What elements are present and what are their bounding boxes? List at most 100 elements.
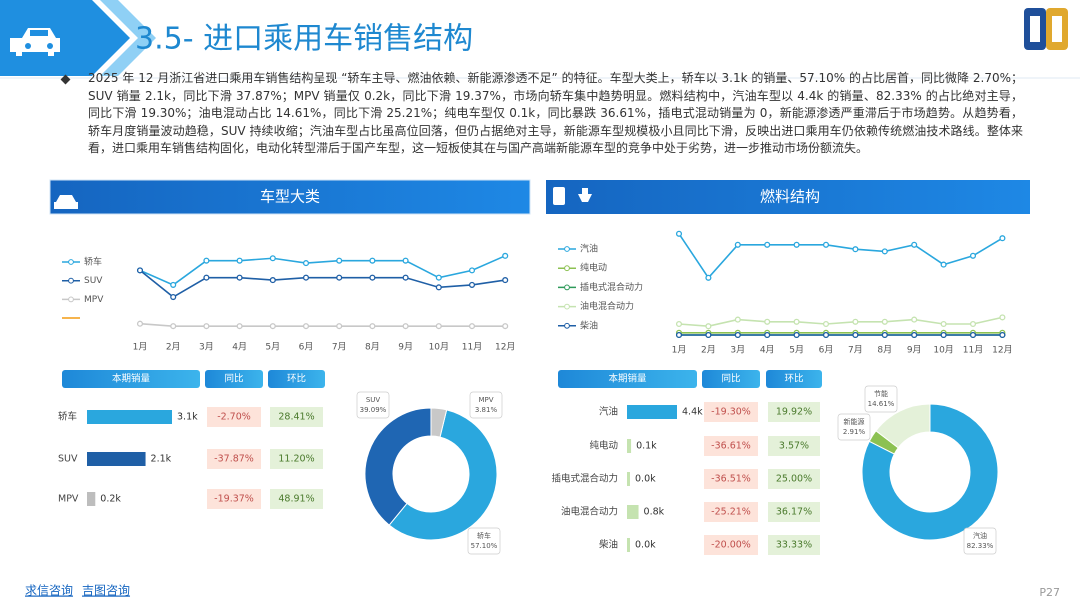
x-tick-label: 8月 xyxy=(877,345,892,356)
slice-category: 节能 xyxy=(874,389,888,398)
legend-label: 插电式混合动力 xyxy=(580,281,643,293)
bar-category: 插电式混合动力 xyxy=(551,473,618,485)
point xyxy=(852,246,859,253)
header-stripe xyxy=(100,0,156,76)
point xyxy=(734,316,741,323)
point xyxy=(402,257,409,264)
point xyxy=(369,323,376,330)
bar-category: MPV xyxy=(58,494,79,505)
bar-category: 油电混合动力 xyxy=(561,506,618,518)
point xyxy=(705,323,712,330)
point xyxy=(675,331,683,339)
table-cell xyxy=(768,436,820,456)
x-tick-label: 4月 xyxy=(232,342,247,353)
footer-link[interactable]: 求信咨询 xyxy=(25,583,73,598)
table-header xyxy=(558,370,697,388)
point xyxy=(336,257,343,264)
table-cell xyxy=(768,402,820,422)
x-tick-label: 9月 xyxy=(398,342,413,353)
slice-label-box xyxy=(356,391,390,419)
x-tick-label: 4月 xyxy=(760,345,775,356)
point xyxy=(170,323,177,330)
x-tick-label: 3月 xyxy=(199,342,214,353)
point xyxy=(236,323,243,330)
table-cell-text: -36.61% xyxy=(711,441,751,452)
table-header-label: 同比 xyxy=(224,373,243,385)
series-line xyxy=(678,316,1003,328)
slice-category: 新能源 xyxy=(844,417,865,426)
table-cell xyxy=(768,469,820,489)
table-header xyxy=(268,370,325,388)
point xyxy=(136,320,144,327)
point xyxy=(881,248,888,255)
legend-marker xyxy=(68,259,74,265)
legend-marker xyxy=(564,265,570,272)
table-cell-text: -2.70% xyxy=(217,412,251,423)
point xyxy=(269,255,276,262)
bar xyxy=(627,538,630,552)
x-tick-label: 6月 xyxy=(819,345,834,356)
slice-value-label: 2.91% xyxy=(843,428,866,436)
bar-value-label: 4.4k xyxy=(682,407,703,418)
table-header xyxy=(766,370,822,388)
point xyxy=(999,235,1006,242)
series-line xyxy=(678,233,1003,280)
point xyxy=(203,323,210,330)
bar-value-label: 0.8k xyxy=(644,507,665,518)
table-cell-text: 25.00% xyxy=(776,474,812,485)
point xyxy=(468,267,476,274)
table-cell xyxy=(768,502,820,522)
point xyxy=(675,230,683,237)
table-cell-text: 48.91% xyxy=(278,494,314,505)
bar-category: SUV xyxy=(58,454,78,465)
table-header xyxy=(62,370,200,388)
table-header-label: 同比 xyxy=(721,373,740,385)
point xyxy=(940,331,947,339)
intro-text: 2025 年 12 月浙江省进口乘用车销售结构呈现 “轿车主导、燃油依赖、新能源… xyxy=(88,71,1023,155)
point xyxy=(793,331,800,339)
point xyxy=(969,320,977,328)
footer-link[interactable]: 吉图咨询 xyxy=(82,583,130,598)
page-number: P27 xyxy=(1039,586,1060,599)
point xyxy=(502,323,509,330)
x-tick-label: 7月 xyxy=(848,345,863,356)
point xyxy=(764,331,771,339)
table-cell xyxy=(704,436,758,456)
table-cell xyxy=(704,402,758,422)
donut-slice xyxy=(430,407,448,438)
x-tick-label: 5月 xyxy=(789,345,804,356)
point xyxy=(402,323,409,330)
point xyxy=(764,241,771,248)
donut-slice xyxy=(364,407,432,526)
bar xyxy=(627,472,630,486)
point xyxy=(336,274,343,281)
slice-label-box xyxy=(963,527,997,555)
legend-label: SUV xyxy=(84,276,103,286)
slice-label-box xyxy=(864,385,898,413)
point xyxy=(852,318,859,325)
point xyxy=(435,274,442,281)
table-cell-text: -37.87% xyxy=(214,454,254,465)
x-tick-label: 6月 xyxy=(299,342,314,353)
x-tick-label: 9月 xyxy=(907,345,922,356)
point xyxy=(911,241,918,248)
table-cell-text: -20.00% xyxy=(711,540,751,551)
point xyxy=(764,318,771,325)
table-cell xyxy=(207,489,261,509)
table-header-label: 本期销量 xyxy=(112,373,151,385)
bar-value-label: 3.1k xyxy=(177,412,198,423)
bar-category: 柴油 xyxy=(599,539,618,551)
point xyxy=(236,274,243,281)
slice-category: 轿车 xyxy=(477,531,491,540)
donut-slice xyxy=(861,403,999,541)
point xyxy=(822,320,830,328)
legend-marker xyxy=(564,284,570,291)
bar xyxy=(87,452,146,466)
table-header-label: 环比 xyxy=(784,373,803,385)
legend-label: 油电混合动力 xyxy=(580,300,634,312)
point xyxy=(170,281,177,288)
slice-value-label: 57.10% xyxy=(471,542,498,550)
x-tick-label: 11月 xyxy=(963,345,983,356)
point xyxy=(502,277,509,284)
point xyxy=(435,323,442,330)
